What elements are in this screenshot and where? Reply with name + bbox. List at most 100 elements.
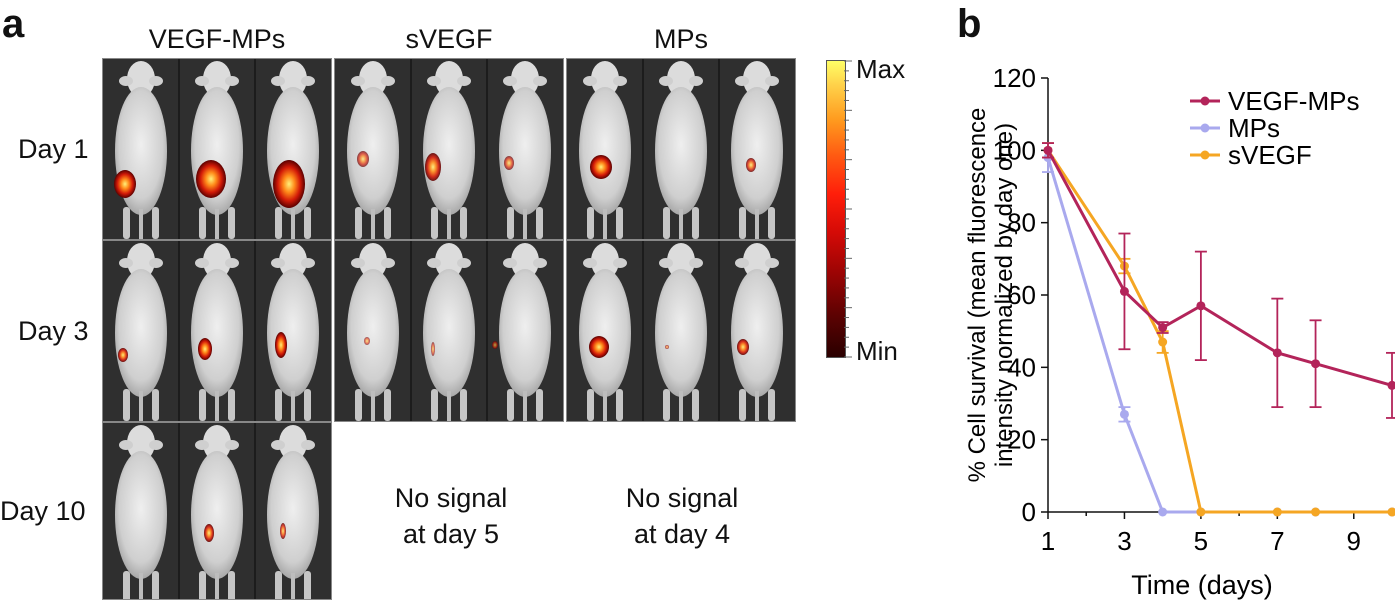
tile-svegf-day3 bbox=[334, 240, 564, 422]
y-tick-label: 20 bbox=[1007, 425, 1036, 455]
mouse-silhouette bbox=[267, 61, 319, 239]
chart-axes: 0 20 40 60 80 100 120 1 3 5 7 9 bbox=[993, 63, 1393, 556]
mouse-silhouette bbox=[423, 243, 475, 421]
legend-item-mps: MPs bbox=[1190, 113, 1280, 143]
column-title-mps: MPs bbox=[654, 24, 708, 54]
data-point-svegf bbox=[1311, 507, 1321, 517]
data-point-svegf bbox=[1196, 507, 1206, 517]
fluorescence-signal bbox=[118, 348, 128, 362]
x-axis-label: Time (days) bbox=[1131, 570, 1273, 600]
series-svegf bbox=[1042, 142, 1395, 517]
data-point-svegf bbox=[1387, 507, 1395, 517]
tile-mps-day1 bbox=[566, 58, 796, 240]
series-line-mps bbox=[1046, 157, 1392, 514]
data-point-vegf-mps bbox=[1043, 145, 1053, 155]
fluorescence-signal bbox=[746, 158, 756, 172]
fluorescence-signal bbox=[737, 339, 749, 355]
mouse-silhouette bbox=[191, 61, 243, 239]
row-label-day10: Day 10 bbox=[0, 496, 86, 526]
tile-vegf-mps-day1 bbox=[102, 58, 332, 240]
data-point-vegf-mps bbox=[1387, 380, 1395, 390]
mouse-silhouette bbox=[115, 61, 167, 239]
fluorescence-signal bbox=[204, 524, 214, 542]
no-signal-mps-line1: No signal bbox=[625, 483, 739, 513]
colorbar-ticks bbox=[844, 60, 852, 358]
mouse-silhouette bbox=[655, 243, 707, 421]
y-tick-label: 0 bbox=[1022, 497, 1036, 527]
mouse-silhouette bbox=[347, 61, 399, 239]
tile-svegf-day1 bbox=[334, 58, 564, 240]
fluorescence-signal bbox=[273, 160, 305, 208]
colorbar-min-label: Min bbox=[856, 336, 898, 366]
mouse-silhouette bbox=[191, 425, 243, 599]
y-tick-label: 80 bbox=[1007, 208, 1036, 238]
x-tick-label: 7 bbox=[1270, 526, 1284, 556]
legend-label: sVEGF bbox=[1228, 140, 1312, 170]
fluorescence-signal bbox=[492, 341, 498, 349]
mouse-silhouette bbox=[731, 61, 783, 239]
y-tick-label: 60 bbox=[1007, 280, 1036, 310]
data-point-vegf-mps bbox=[1119, 286, 1129, 296]
fluorescence-signal bbox=[590, 155, 612, 179]
fluorescence-signal bbox=[196, 160, 226, 198]
fluorescence-signal bbox=[364, 337, 370, 345]
no-signal-mps: No signal at day 4 bbox=[567, 480, 797, 552]
no-signal-svegf-line2: at day 5 bbox=[402, 519, 500, 549]
legend-item-vegf-mps: VEGF-MPs bbox=[1190, 86, 1359, 116]
panel-a-label: a bbox=[2, 2, 25, 46]
mouse-silhouette bbox=[347, 243, 399, 421]
fluorescence-signal bbox=[425, 153, 441, 181]
x-tick-label: 5 bbox=[1194, 526, 1208, 556]
fluorescence-signal bbox=[589, 336, 609, 358]
tile-mps-day3 bbox=[566, 240, 796, 422]
mouse-silhouette bbox=[579, 61, 631, 239]
mouse-silhouette bbox=[115, 243, 167, 421]
x-tick-label: 1 bbox=[1041, 526, 1055, 556]
mouse-silhouette bbox=[731, 243, 783, 421]
mouse-silhouette bbox=[655, 61, 707, 239]
y-tick-label: 40 bbox=[1007, 352, 1036, 382]
data-point-vegf-mps bbox=[1196, 301, 1206, 311]
mouse-silhouette bbox=[423, 61, 475, 239]
series-vegf-mps bbox=[1042, 142, 1395, 419]
data-point-svegf bbox=[1272, 507, 1282, 517]
fluorescence-signal bbox=[504, 156, 514, 170]
mouse-silhouette bbox=[499, 243, 551, 421]
fluorescence-signal bbox=[431, 342, 435, 356]
legend-marker bbox=[1200, 96, 1210, 106]
mouse-silhouette bbox=[191, 243, 243, 421]
data-point-mps bbox=[1158, 507, 1168, 517]
x-tick-label: 9 bbox=[1347, 526, 1361, 556]
column-title-vegf-mps: VEGF-MPs bbox=[148, 24, 286, 54]
column-title-svegf: sVEGF bbox=[405, 24, 493, 54]
chart-series bbox=[1042, 142, 1395, 517]
fluorescence-signal bbox=[665, 345, 669, 349]
data-point-svegf bbox=[1158, 337, 1168, 347]
series-line-vegf-mps bbox=[1046, 149, 1393, 387]
tile-vegf-mps-day10 bbox=[102, 422, 332, 600]
data-point-mps bbox=[1119, 409, 1129, 419]
legend-label: MPs bbox=[1228, 113, 1280, 143]
y-tick-label: 120 bbox=[993, 63, 1036, 93]
legend-marker bbox=[1200, 150, 1210, 160]
row-label-day1: Day 1 bbox=[18, 134, 89, 164]
panel-b-label: b bbox=[957, 2, 982, 46]
fluorescence-signal bbox=[357, 151, 369, 167]
no-signal-mps-line2: at day 4 bbox=[633, 519, 731, 549]
data-point-vegf-mps bbox=[1272, 348, 1282, 358]
mouse-silhouette bbox=[115, 425, 167, 599]
y-tick-label: 100 bbox=[993, 135, 1036, 165]
fluorescence-signal bbox=[198, 338, 212, 360]
mouse-silhouette bbox=[267, 425, 319, 599]
row-label-day3: Day 3 bbox=[18, 316, 89, 346]
fluorescence-signal bbox=[275, 332, 287, 358]
data-point-vegf-mps bbox=[1311, 359, 1321, 369]
no-signal-svegf: No signal at day 5 bbox=[336, 480, 566, 552]
legend-label: VEGF-MPs bbox=[1228, 86, 1359, 116]
x-tick-label: 3 bbox=[1117, 526, 1131, 556]
colorbar-gradient bbox=[826, 60, 846, 358]
y-axis-label-line1: % Cell survival (mean fluorescence bbox=[964, 108, 991, 483]
series-mps bbox=[1042, 142, 1395, 517]
